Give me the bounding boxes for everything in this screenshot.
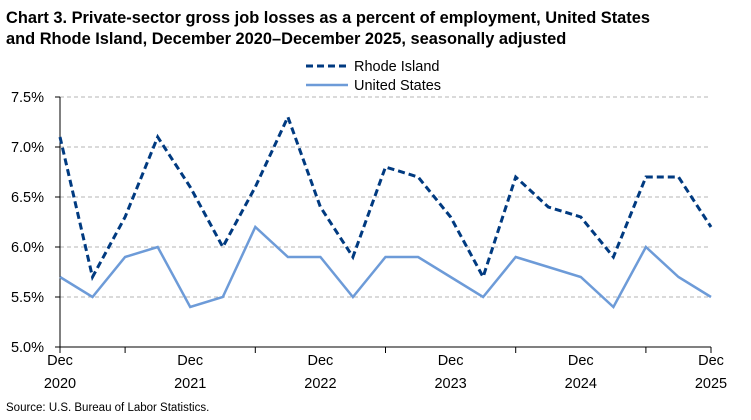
- x-tick-label-month: Dec: [568, 353, 594, 369]
- x-tick-label-month: Dec: [308, 353, 334, 369]
- x-tick-label-month: Dec: [698, 353, 724, 369]
- y-tick-label: 5.0%: [11, 340, 44, 356]
- x-tick-label-year: 2025: [695, 376, 727, 392]
- source-note: Source: U.S. Bureau of Labor Statistics.: [6, 402, 210, 414]
- chart-title: Chart 3. Private-sector gross job losses…: [6, 9, 650, 48]
- y-tick-label: 5.5%: [11, 290, 44, 306]
- y-tick-label: 6.0%: [11, 240, 44, 256]
- series-line-rhode-island: [58, 113, 713, 282]
- x-tick-label-month: Dec: [177, 353, 203, 369]
- x-tick-label-year: 2021: [174, 376, 206, 392]
- legend-label-rhode-island: Rhode Island: [354, 59, 439, 75]
- y-tick-label: 7.5%: [11, 90, 44, 106]
- gridlines: [60, 96, 711, 298]
- series-lines: [58, 113, 713, 310]
- y-tick-label: 7.0%: [11, 140, 44, 156]
- x-tick-label-year: 2023: [434, 376, 466, 392]
- y-tick-label: 6.5%: [11, 190, 44, 206]
- legend-label-united-states: United States: [354, 78, 441, 94]
- series-line-united-states: [59, 224, 712, 310]
- axes: 5.0% 5.5% 6.0% 6.5% 7.0% 7.5% Dec 2020 Dec 2021 De…: [11, 90, 727, 392]
- x-tick-label-month: Dec: [438, 353, 464, 369]
- x-tick-label-year: 2022: [304, 376, 336, 392]
- x-tick-label-year: 2024: [565, 376, 597, 392]
- x-tick-label-month: Dec: [47, 353, 73, 369]
- legend: Rhode Island United States: [306, 59, 441, 94]
- x-tick-label-year: 2020: [44, 376, 76, 392]
